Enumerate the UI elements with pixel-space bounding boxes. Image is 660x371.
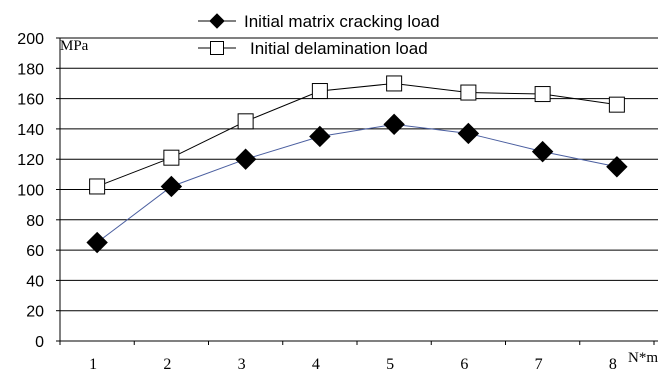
legend-label-delamination: Initial delamination load xyxy=(250,39,428,58)
data-point-diamond xyxy=(606,156,628,178)
series-delamination xyxy=(89,75,625,195)
data-point-diamond xyxy=(531,140,554,163)
data-point-diamond xyxy=(457,122,480,145)
y-tick-labels: 0 20 40 60 80 100 120 140 160 180 200 xyxy=(17,31,44,351)
x-tick-label: 3 xyxy=(238,356,246,371)
data-point-square xyxy=(163,149,180,166)
y-tick-label: 160 xyxy=(17,92,44,109)
y-axis-unit-label: MPa xyxy=(60,38,89,54)
data-point-square xyxy=(460,84,477,101)
data-point-square xyxy=(237,113,254,130)
x-tick-labels: 1 2 3 4 5 6 7 8 xyxy=(89,356,617,371)
series-matrix-cracking xyxy=(86,113,628,254)
data-point-diamond xyxy=(383,113,405,136)
y-tick-label: 60 xyxy=(26,243,44,260)
y-tick-label: 20 xyxy=(26,304,44,321)
y-tick-label: 0 xyxy=(35,334,44,351)
legend-item-matrix-cracking: Initial matrix cracking load xyxy=(198,12,440,31)
data-point-square xyxy=(608,96,625,113)
legend-diamond-shape xyxy=(209,13,225,29)
x-tick-label: 4 xyxy=(312,356,320,371)
y-tick-label: 180 xyxy=(17,61,44,78)
data-point-diamond xyxy=(234,148,257,170)
y-tick-label: 80 xyxy=(26,213,44,230)
x-tick-label: 8 xyxy=(609,356,617,371)
legend-item-delamination: Initial delamination load xyxy=(198,39,428,58)
y-tick-label: 100 xyxy=(17,183,44,200)
data-point-square xyxy=(311,83,328,100)
x-tick-label: 5 xyxy=(386,356,394,371)
legend-label-matrix-cracking: Initial matrix cracking load xyxy=(244,12,440,31)
y-tick-label: 40 xyxy=(26,273,44,290)
data-point-diamond xyxy=(86,231,108,254)
x-tick-label: 2 xyxy=(163,356,171,371)
legend-square-shape xyxy=(210,41,224,55)
x-tick-label: 7 xyxy=(535,356,543,371)
series xyxy=(86,75,628,254)
data-point-square xyxy=(386,75,403,92)
axes xyxy=(56,37,658,345)
series-line xyxy=(96,82,617,187)
data-point-diamond xyxy=(309,125,331,148)
y-tick-label: 200 xyxy=(17,31,44,48)
legend-diamond-marker-icon xyxy=(209,13,225,29)
data-point-square xyxy=(89,178,106,195)
data-point-square xyxy=(534,86,551,103)
y-tick-label: 140 xyxy=(17,122,44,139)
x-axis-unit-label: N*m xyxy=(628,350,658,366)
legend: Initial matrix cracking load Initial del… xyxy=(198,12,440,58)
x-tick-label: 1 xyxy=(89,356,97,371)
legend-square-marker-icon xyxy=(210,41,224,55)
grid-lines xyxy=(60,37,658,312)
y-tick-label: 120 xyxy=(17,152,44,169)
series-line xyxy=(96,123,617,243)
x-tick-label: 6 xyxy=(460,356,468,371)
data-point-diamond xyxy=(160,175,183,198)
